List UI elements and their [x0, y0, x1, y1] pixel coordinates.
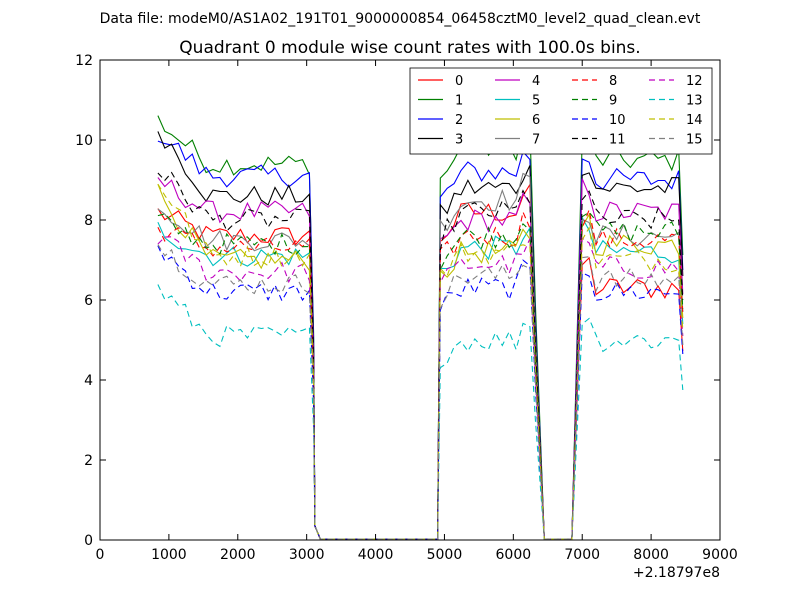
y-tick-label: 12: [75, 53, 93, 69]
series-line-9: [157, 211, 684, 540]
legend-label-12: 12: [686, 74, 703, 89]
series-line-2: [157, 140, 684, 540]
series-line-1: [157, 115, 684, 540]
data-file-label: Data file: modeM0/AS1A02_191T01_90000008…: [100, 11, 701, 27]
series-line-8: [157, 207, 684, 540]
x-axis: 0 1000 2000 3000 4000 5000 6000 7000 8000 9000: [96, 60, 738, 563]
legend-label-10: 10: [609, 113, 626, 128]
x-tick-label: 0: [96, 547, 105, 563]
x-tick-label: 4000: [358, 547, 394, 563]
x-tick-label: 2000: [220, 547, 256, 563]
legend-label-2: 2: [455, 113, 463, 128]
y-tick-label: 10: [75, 133, 93, 149]
series-line-11: [157, 171, 684, 540]
series-line-14: [157, 183, 684, 540]
y-tick-label: 6: [84, 293, 93, 309]
series-line-0: [157, 182, 684, 540]
legend-label-7: 7: [532, 133, 540, 148]
series-line-3: [157, 131, 684, 540]
chart-title: Quadrant 0 module wise count rates with …: [179, 38, 640, 58]
legend-label-15: 15: [686, 133, 703, 148]
x-tick-label: 6000: [496, 547, 532, 563]
legend-label-13: 13: [686, 94, 703, 109]
x-tick-label: 8000: [633, 547, 669, 563]
series-line-10: [157, 245, 684, 540]
legend-label-14: 14: [686, 113, 703, 128]
y-tick-label: 8: [84, 213, 93, 229]
x-tick-label: 3000: [289, 547, 325, 563]
legend-label-4: 4: [532, 74, 540, 89]
y-tick-label: 2: [84, 453, 93, 469]
series-line-13: [157, 284, 684, 540]
series-line-4: [157, 177, 684, 540]
legend-label-3: 3: [455, 133, 463, 148]
series-line-7: [157, 172, 684, 540]
x-tick-label: 9000: [702, 547, 738, 563]
y-tick-label: 4: [84, 373, 93, 389]
series-line-12: [157, 236, 684, 540]
legend-box: [409, 67, 713, 155]
legend-label-8: 8: [609, 74, 617, 89]
legend-label-5: 5: [532, 94, 540, 109]
x-tick-label: 7000: [564, 547, 600, 563]
legend-label-9: 9: [609, 94, 617, 109]
series-line-6: [157, 183, 684, 540]
legend-label-0: 0: [455, 74, 463, 89]
legend-label-6: 6: [532, 113, 540, 128]
series-line-15: [157, 244, 684, 540]
legend-label-11: 11: [609, 133, 626, 148]
x-tick-label: 1000: [151, 547, 187, 563]
legend-label-1: 1: [455, 94, 463, 109]
x-tick-label: 5000: [427, 547, 463, 563]
series-lines: [157, 115, 684, 540]
y-tick-label: 0: [84, 533, 93, 549]
x-axis-offset-label: +2.18797e8: [633, 565, 720, 581]
